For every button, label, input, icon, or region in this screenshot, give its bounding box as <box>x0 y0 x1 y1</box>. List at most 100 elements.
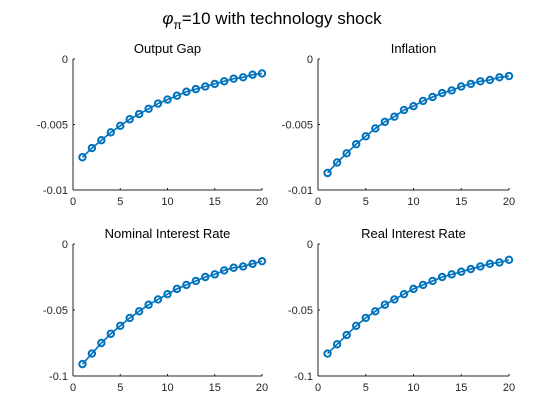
data-point <box>457 82 466 91</box>
x-tick-label: 0 <box>315 196 321 208</box>
y-tick-label: -0.1 <box>49 371 68 383</box>
data-point <box>447 270 456 279</box>
data-point <box>504 255 514 265</box>
figure-title-symbol: φ <box>162 9 173 28</box>
x-tick-label: 15 <box>209 196 221 208</box>
data-point <box>476 77 485 86</box>
data-point <box>220 77 229 86</box>
data-point <box>466 79 475 89</box>
data-point <box>447 86 456 95</box>
y-tick-label: -0.01 <box>288 185 313 197</box>
data-point <box>87 143 97 153</box>
y-tick-label: -0.005 <box>282 120 313 132</box>
x-tick-label: 5 <box>117 196 123 208</box>
x-tick-label: 10 <box>407 196 419 208</box>
series-line <box>326 75 510 174</box>
data-point <box>87 349 97 358</box>
data-point <box>257 256 267 266</box>
x-tick-label: 15 <box>209 382 221 394</box>
data-point <box>116 121 125 131</box>
data-point <box>144 104 153 113</box>
data-point <box>238 262 248 271</box>
figure-title-rest: =10 with technology shock <box>182 9 382 28</box>
data-point <box>371 307 380 316</box>
data-point <box>116 321 125 331</box>
data-point <box>134 109 144 119</box>
data-point <box>466 264 475 274</box>
data-point <box>220 266 229 275</box>
data-point <box>163 289 172 299</box>
data-point <box>495 258 504 267</box>
subplot-2: Inflation 0 5 10 15 20 0 -0.005 -0.01 <box>282 41 515 208</box>
y-tick-label: -0.1 <box>294 371 313 383</box>
y-tick-label: -0.01 <box>43 185 68 197</box>
data-point <box>238 73 248 82</box>
x-tick-label: 10 <box>407 382 419 394</box>
x-tick-label: 20 <box>256 382 268 394</box>
data-point <box>229 263 238 272</box>
x-tick-label: 10 <box>161 196 173 208</box>
data-point <box>201 82 210 91</box>
data-point <box>495 73 504 82</box>
data-point <box>380 117 390 127</box>
x-tick-label: 20 <box>503 382 515 394</box>
subplot-title: Inflation <box>391 41 437 56</box>
data-point <box>428 276 437 286</box>
data-point <box>210 79 219 89</box>
data-point <box>201 272 210 282</box>
data-point <box>399 105 409 115</box>
subplot-title: Real Interest Rate <box>361 226 466 241</box>
data-point <box>248 70 257 79</box>
data-point <box>418 280 428 290</box>
data-point <box>323 168 332 178</box>
y-tick-label: -0.005 <box>37 120 68 132</box>
data-point <box>428 92 437 102</box>
data-point <box>182 280 191 290</box>
y-tick-label: 0 <box>62 239 68 251</box>
x-tick-label: 0 <box>315 382 321 394</box>
data-point <box>144 300 153 309</box>
x-tick-label: 5 <box>363 382 369 394</box>
subplot-1: Output Gap 0 5 10 15 20 0 -0.005 -0.01 <box>37 41 268 208</box>
x-tick-label: 0 <box>70 382 76 394</box>
y-tick-label: 0 <box>307 54 313 66</box>
x-tick-label: 20 <box>503 196 515 208</box>
data-point <box>332 158 342 167</box>
data-point <box>399 289 409 299</box>
data-point <box>504 71 514 81</box>
subplot-4: Real Interest Rate 0 5 10 15 20 0 -0.05 -0.1 <box>288 226 515 394</box>
data-point <box>437 88 447 98</box>
data-point <box>248 259 257 268</box>
data-point <box>332 340 342 349</box>
data-point <box>476 262 485 271</box>
data-point <box>97 136 106 145</box>
data-point <box>457 267 466 276</box>
series-line <box>326 259 510 355</box>
data-point <box>342 149 351 158</box>
data-point <box>390 112 399 121</box>
data-point <box>342 330 351 340</box>
data-point <box>97 338 106 348</box>
subplot-title: Nominal Interest Rate <box>105 226 231 241</box>
figure-title-subscript: π <box>173 18 181 32</box>
y-tick-label: 0 <box>307 239 313 251</box>
data-point <box>210 270 219 279</box>
series-line <box>81 72 263 158</box>
data-point <box>257 69 267 78</box>
x-tick-label: 0 <box>70 196 76 208</box>
data-point <box>485 259 495 268</box>
data-point <box>390 295 399 304</box>
data-point <box>418 96 428 106</box>
data-point <box>153 295 163 304</box>
x-tick-label: 5 <box>363 196 369 208</box>
data-point <box>106 329 116 338</box>
y-tick-label: 0 <box>62 54 68 66</box>
data-point <box>380 300 390 309</box>
x-tick-label: 10 <box>161 382 173 394</box>
data-point <box>352 139 361 149</box>
data-point <box>134 307 144 316</box>
y-tick-label: -0.05 <box>288 305 313 317</box>
data-point <box>163 95 172 104</box>
